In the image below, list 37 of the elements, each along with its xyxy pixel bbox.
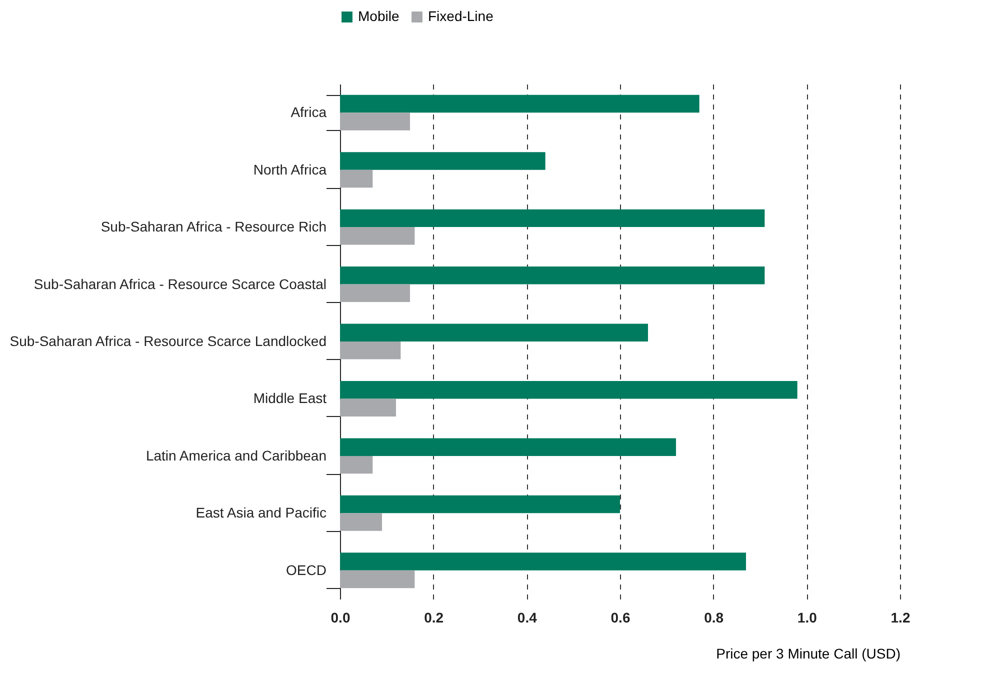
bar: [340, 227, 415, 245]
bar: [340, 513, 382, 531]
x-tick-label: 0.2: [424, 610, 444, 626]
legend-label: Mobile: [358, 8, 400, 24]
bar: [340, 266, 765, 284]
bar: [340, 342, 401, 360]
x-tick-label: 0.8: [704, 610, 724, 626]
bar: [340, 380, 798, 399]
x-tick-label: 0.4: [517, 610, 538, 626]
x-tick-label: 1.0: [797, 610, 818, 626]
bar: [340, 438, 676, 456]
bar: [340, 152, 546, 170]
bar: [340, 170, 373, 188]
bar: [340, 552, 746, 570]
bar: [340, 324, 648, 342]
x-tick-label: 0.6: [610, 610, 630, 626]
bar: [340, 570, 415, 588]
bar: [340, 495, 620, 514]
y-tick-label: North Africa: [253, 161, 327, 178]
bar: [340, 284, 410, 302]
bar: [340, 94, 700, 113]
bar: [340, 112, 410, 130]
x-tick-label: 0.0: [330, 610, 350, 626]
bar: [340, 209, 765, 228]
y-tick-label: Middle East: [253, 390, 327, 406]
y-tick-label: Sub-Saharan Africa - Resource Scarce Landlocked: [10, 333, 326, 349]
legend-label: Fixed-Line: [428, 8, 494, 24]
y-tick-label: East Asia and Pacific: [196, 504, 326, 521]
y-tick-label: Latin America and Caribbean: [146, 447, 326, 464]
y-tick-label: Sub-Saharan Africa - Resource Rich: [100, 218, 326, 235]
bar: [340, 456, 373, 474]
bar: [340, 398, 396, 416]
y-tick-label: Africa: [290, 104, 327, 120]
y-tick-label: Sub-Saharan Africa - Resource Scarce Coastal: [34, 276, 326, 292]
y-tick-label: OECD: [286, 562, 326, 578]
x-axis-title: Price per 3 Minute Call (USD): [716, 646, 900, 662]
x-tick-label: 1.2: [890, 610, 910, 626]
